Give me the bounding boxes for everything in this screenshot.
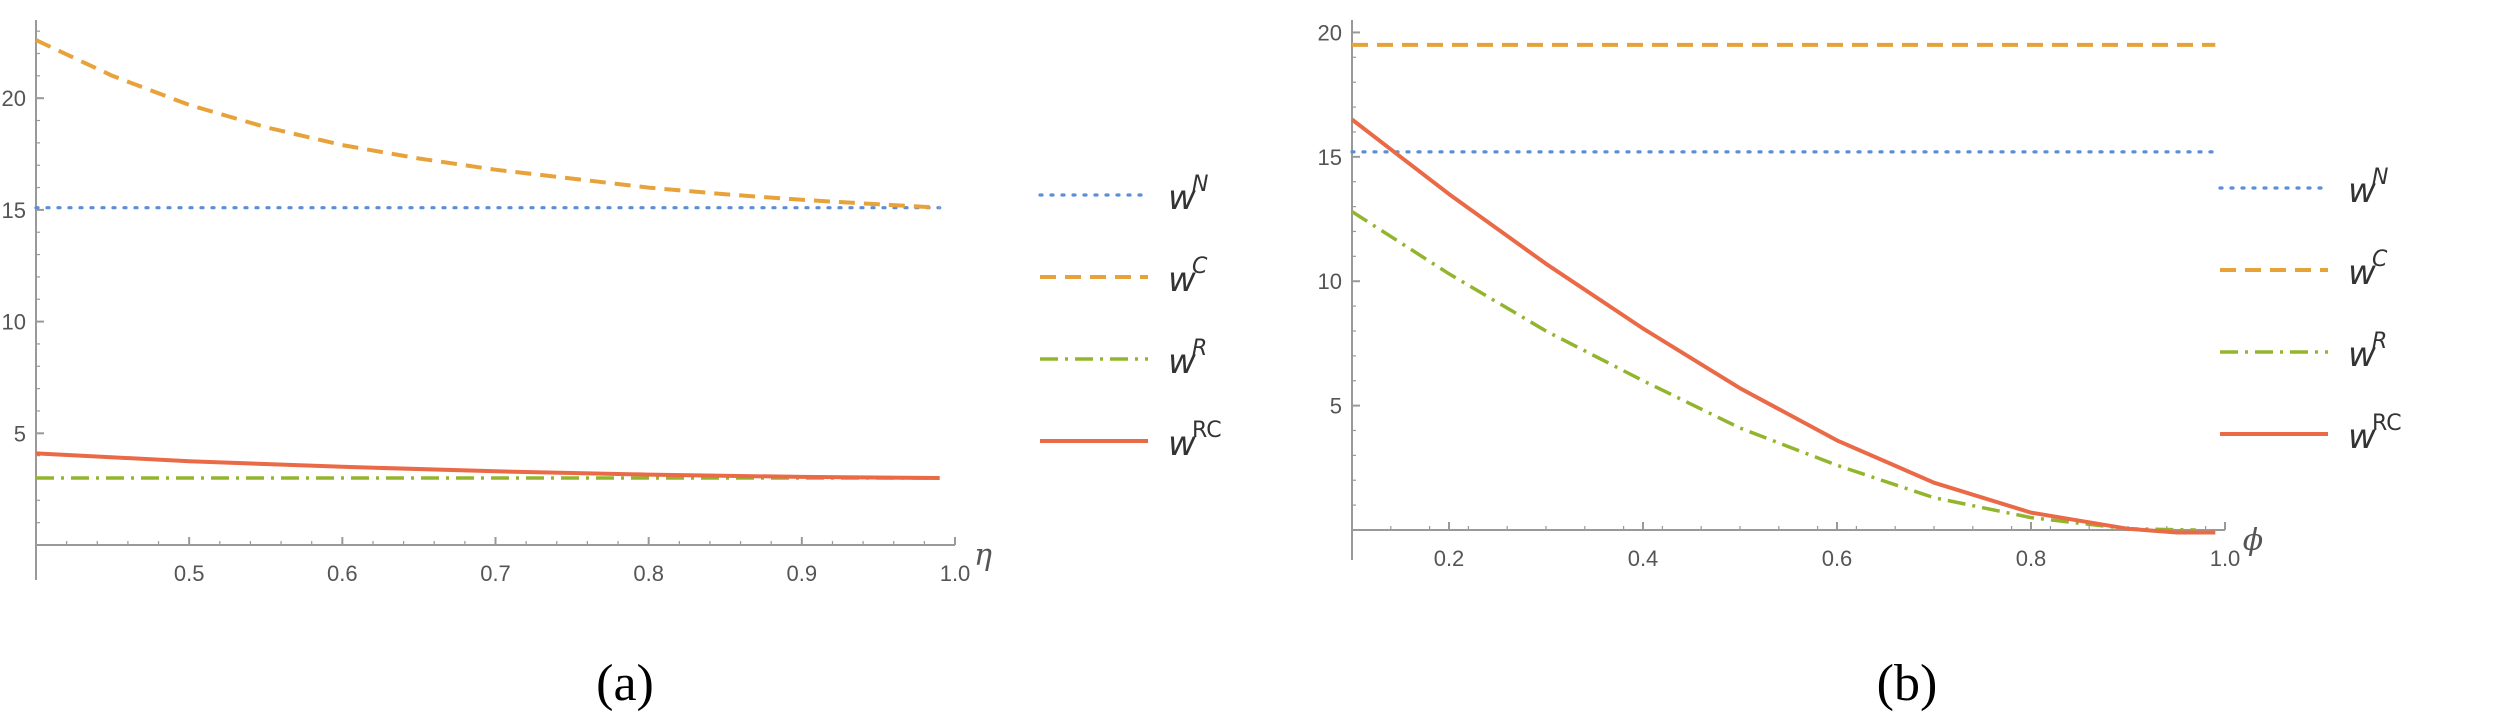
legend-item-w-r: wR	[1040, 336, 1207, 382]
x-tick-label: 0.7	[480, 561, 511, 586]
legend-label-base: w	[1168, 178, 1196, 218]
legend-label-sup: RC	[1192, 418, 1222, 443]
y-tick-label: 20	[2, 86, 26, 111]
x-tick-label: 0.9	[787, 561, 818, 586]
legend-label-sup: N	[2372, 165, 2388, 190]
x-tick-label: 0.8	[2016, 546, 2047, 571]
y-tick-label: 5	[1330, 394, 1342, 419]
legend-item-w-c: wC	[1040, 254, 1208, 300]
y-tick-label: 15	[1318, 145, 1342, 170]
legend-item-w-r: wR	[2220, 329, 2387, 375]
legend-label-base: w	[1168, 260, 1196, 300]
x-tick-label: 0.6	[1822, 546, 1853, 571]
y-tick-label: 15	[2, 198, 26, 223]
legend-item-w-rc: wRC	[2220, 411, 2402, 457]
series-line-w-c	[35, 38, 940, 210]
x-tick-label: 0.6	[327, 561, 358, 586]
y-tick-label: 5	[14, 421, 26, 446]
legend-label-base: w	[1168, 424, 1196, 464]
series-line-w-rc	[1350, 117, 2216, 535]
panel-caption: (b)	[1877, 655, 1938, 712]
x-tick-label: 0.5	[174, 561, 205, 586]
legend-label-base: w	[2348, 335, 2376, 375]
legend-label-sup: C	[1192, 254, 1208, 279]
series-line-w-r	[1351, 210, 2196, 532]
legend-label-sup: R	[1192, 336, 1207, 361]
x-axis-label: ϕ	[2243, 523, 2263, 558]
legend-label-base: w	[2348, 253, 2376, 293]
y-tick-label: 10	[2, 310, 26, 335]
legend-label-sup: C	[2372, 247, 2388, 272]
x-tick-label: 0.2	[1434, 546, 1465, 571]
legend-item-w-n: wN	[1038, 172, 1208, 218]
y-tick-label: 20	[1318, 20, 1342, 45]
x-tick-label: 1.0	[2210, 546, 2241, 571]
legend-item-w-c: wC	[2220, 247, 2388, 293]
legend-label-base: w	[2348, 417, 2376, 457]
y-tick-label: 10	[1318, 269, 1342, 294]
legend-label-base: w	[2348, 171, 2376, 211]
x-tick-label: 0.8	[633, 561, 664, 586]
panel-caption: (a)	[596, 655, 654, 712]
x-axis-label: η	[974, 538, 992, 573]
legend-label-sup: R	[2372, 329, 2387, 354]
legend-label-sup: N	[1192, 172, 1208, 197]
x-tick-label: 0.4	[1628, 546, 1659, 571]
legend-item-w-n: wN	[2218, 165, 2388, 211]
x-tick-label: 1.0	[940, 561, 971, 586]
legend-label-base: w	[1168, 342, 1196, 382]
series-line-w-rc	[35, 451, 940, 480]
legend-item-w-rc: wRC	[1040, 418, 1222, 464]
legend-label-sup: RC	[2372, 411, 2402, 436]
